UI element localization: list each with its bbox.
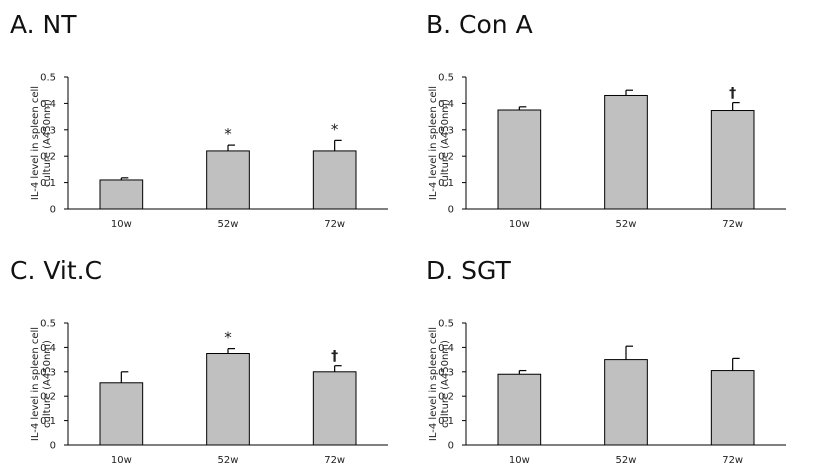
significance-marker: † — [729, 86, 736, 102]
y-tick-label: 0.3 — [438, 125, 454, 136]
bar-chart-nt: IL-4 level in spleen cell culture (A450nm… — [30, 73, 388, 230]
panel-title: B. Con A — [426, 10, 533, 39]
y-axis-label: culture (A450nm) — [440, 99, 451, 187]
x-tick-label: 72w — [722, 219, 743, 230]
bar — [604, 359, 648, 446]
y-tick-label: 0.2 — [438, 392, 454, 403]
x-tick-label: 10w — [509, 455, 530, 466]
x-tick-label: 10w — [111, 219, 132, 230]
y-axis-label: culture (A450nm) — [42, 99, 53, 187]
x-tick-label: 72w — [722, 455, 743, 466]
y-tick-label: 0.1 — [40, 178, 56, 189]
panel-title: C. Vit.C — [10, 256, 103, 285]
y-tick-label: 0.4 — [40, 99, 56, 110]
bar — [497, 373, 542, 446]
x-tick-label: 10w — [111, 455, 132, 466]
bar — [604, 94, 648, 210]
panel-title: A. NT — [10, 10, 77, 39]
y-tick-label: 0.4 — [438, 343, 454, 354]
significance-marker: * — [331, 120, 339, 138]
bar-chart-vit-c: IL-4 level in spleen cell culture (A450nm… — [30, 319, 388, 466]
bar — [710, 370, 755, 446]
bar-chart-sgt: IL-4 level in spleen cell culture (A450nm… — [428, 319, 786, 466]
x-tick-label: 10w — [509, 219, 530, 230]
y-tick-label: 0.1 — [438, 416, 454, 427]
significance-marker: * — [224, 125, 232, 143]
bar — [99, 179, 144, 210]
y-tick-label: 0.5 — [438, 319, 454, 330]
y-tick-label: 0.2 — [40, 152, 56, 163]
y-tick-label: 0 — [448, 441, 454, 452]
x-tick-label: 72w — [324, 455, 345, 466]
x-tick-label: 52w — [218, 455, 239, 466]
bar — [312, 371, 357, 446]
x-tick-label: 52w — [218, 219, 239, 230]
y-tick-label: 0.3 — [438, 367, 454, 378]
bar — [312, 150, 357, 210]
y-tick-label: 0.1 — [438, 178, 454, 189]
y-axis-label: IL-4 level in spleen cell — [30, 327, 41, 441]
y-axis-label: IL-4 level in spleen cell — [428, 327, 439, 441]
y-axis-label: IL-4 level in spleen cell — [30, 86, 41, 200]
bar — [710, 110, 755, 210]
y-tick-label: 0.3 — [40, 125, 56, 136]
y-axis-label: IL-4 level in spleen cell — [428, 86, 439, 200]
x-tick-label: 52w — [616, 219, 637, 230]
bar — [497, 109, 542, 210]
y-axis-label: culture (A450nm) — [42, 340, 53, 428]
x-tick-label: 52w — [616, 455, 637, 466]
significance-marker: * — [224, 329, 232, 347]
significance-marker: † — [331, 349, 338, 365]
y-tick-label: 0 — [50, 205, 56, 216]
y-axis-label: culture (A450nm) — [440, 340, 451, 428]
x-tick-label: 72w — [324, 219, 345, 230]
y-tick-label: 0.3 — [40, 367, 56, 378]
bar — [99, 382, 144, 446]
y-tick-label: 0.4 — [40, 343, 56, 354]
y-tick-label: 0 — [448, 205, 454, 216]
y-tick-label: 0.1 — [40, 416, 56, 427]
y-tick-label: 0.2 — [438, 152, 454, 163]
y-tick-label: 0.2 — [40, 392, 56, 403]
y-tick-label: 0.5 — [40, 319, 56, 330]
bar — [206, 353, 250, 446]
panel-title: D. SGT — [426, 256, 511, 285]
y-tick-label: 0 — [50, 441, 56, 452]
y-tick-label: 0.5 — [438, 73, 454, 84]
bar-chart-con-a: IL-4 level in spleen cell culture (A450nm… — [428, 73, 786, 230]
y-tick-label: 0.4 — [438, 99, 454, 110]
bar — [206, 150, 250, 210]
y-tick-label: 0.5 — [40, 73, 56, 84]
